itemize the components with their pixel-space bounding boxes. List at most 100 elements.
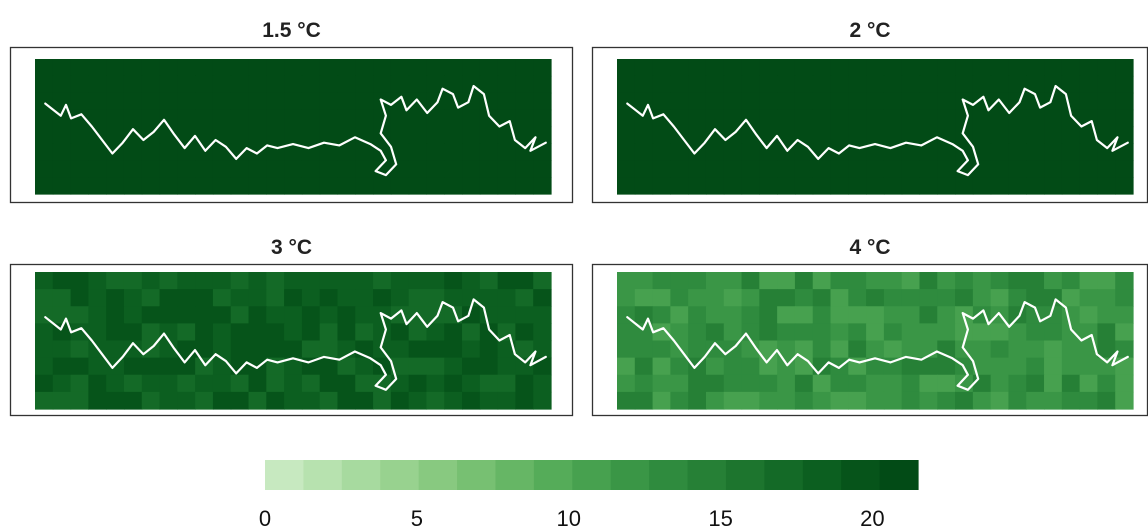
heat-cell — [901, 323, 921, 342]
heat-cell — [337, 391, 356, 410]
heat-cell — [1061, 289, 1081, 307]
heat-cell — [1044, 340, 1063, 359]
heat-cell — [230, 272, 250, 290]
heat-cell — [617, 143, 636, 161]
heat-cell — [883, 306, 903, 324]
heat-cell — [972, 109, 992, 128]
heat-cell — [444, 160, 463, 178]
heat-cell — [426, 374, 445, 393]
heat-cell — [35, 143, 54, 161]
heat-cell — [195, 391, 214, 410]
heat-cell — [848, 374, 867, 393]
heat-cell — [212, 143, 232, 161]
heat-cell — [1026, 374, 1045, 393]
heat-cell — [705, 289, 725, 307]
heat-cell — [230, 160, 250, 178]
colorbar-tick-label: 10 — [556, 506, 580, 530]
heat-cell — [70, 177, 89, 195]
heat-cell — [35, 272, 54, 290]
heat-cell — [88, 75, 107, 94]
heat-cell — [355, 391, 374, 410]
heat-cell — [1061, 374, 1081, 393]
heat-cell — [426, 272, 445, 290]
heat-cell — [670, 357, 689, 376]
heat-cell — [990, 59, 1010, 77]
heat-cell — [919, 92, 938, 111]
heat-cell — [426, 75, 445, 94]
heat-cell — [426, 323, 445, 342]
heat-cell — [266, 109, 285, 128]
heat-cell — [759, 306, 778, 324]
heat-cell — [670, 109, 689, 128]
heat-cell — [141, 306, 161, 324]
heat-cell — [319, 177, 339, 195]
heat-cell — [972, 75, 992, 94]
heat-cell — [106, 59, 125, 77]
heat-cell — [266, 92, 285, 111]
heat-cell — [901, 59, 921, 77]
heat-cell — [284, 340, 303, 359]
heat-cell — [337, 109, 356, 128]
heat-cell — [937, 177, 956, 195]
heat-cell — [515, 340, 534, 359]
heat-cell — [955, 289, 974, 307]
heat-cell — [177, 289, 196, 307]
heat-cell — [426, 289, 445, 307]
heat-cell — [212, 92, 232, 111]
heat-cell — [652, 92, 671, 111]
heat-cell — [88, 143, 107, 161]
heat-cell — [777, 126, 796, 144]
heat-cell — [990, 109, 1010, 128]
heat-cell — [70, 340, 89, 359]
heat-cell — [866, 126, 885, 144]
heat-cell — [883, 340, 903, 359]
heat-cell — [741, 109, 760, 128]
heat-cell — [901, 177, 921, 195]
heat-cell — [159, 272, 178, 290]
heat-cell — [319, 340, 339, 359]
heat-cell — [866, 391, 885, 410]
heat-cell — [759, 391, 778, 410]
heat-cell — [1079, 357, 1099, 376]
heat-cell — [373, 323, 392, 342]
heat-cell — [106, 391, 125, 410]
heat-cell — [337, 306, 356, 324]
heat-cell — [1097, 143, 1116, 161]
heat-cell — [723, 59, 743, 77]
heat-cell — [355, 306, 374, 324]
heat-cell — [652, 391, 671, 410]
heat-cell — [284, 391, 303, 410]
heat-cell — [919, 160, 938, 178]
heat-cell — [812, 160, 832, 178]
heat-cell — [723, 323, 743, 342]
heat-cell — [479, 391, 499, 410]
heat-cell — [848, 59, 867, 77]
colorbar-swatch — [687, 460, 727, 490]
heat-cell — [373, 177, 392, 195]
heat-cell — [1061, 109, 1081, 128]
heat-cell — [777, 109, 796, 128]
heat-cell — [830, 323, 849, 342]
colorbar: 0 5 10 15 20 — [259, 460, 919, 530]
heat-cell — [1097, 109, 1116, 128]
heat-cell — [462, 391, 481, 410]
heat-cell — [1008, 357, 1027, 376]
heat-cell — [390, 357, 410, 376]
heat-cell — [812, 323, 832, 342]
heat-cell — [652, 59, 671, 77]
heat-cell — [777, 75, 796, 94]
heat-cell — [634, 340, 654, 359]
heat-cell — [759, 177, 778, 195]
heat-cell — [901, 340, 921, 359]
heat-cell — [670, 289, 689, 307]
heat-cell — [319, 323, 339, 342]
heat-cell — [159, 374, 178, 393]
heat-cell — [533, 126, 552, 144]
heat-cell — [479, 75, 499, 94]
heat-cell — [497, 323, 517, 342]
heat-grid — [617, 59, 1134, 195]
heat-cell — [937, 289, 956, 307]
heat-cell — [777, 323, 796, 342]
heat-cell — [497, 306, 517, 324]
heat-cell — [159, 177, 178, 195]
